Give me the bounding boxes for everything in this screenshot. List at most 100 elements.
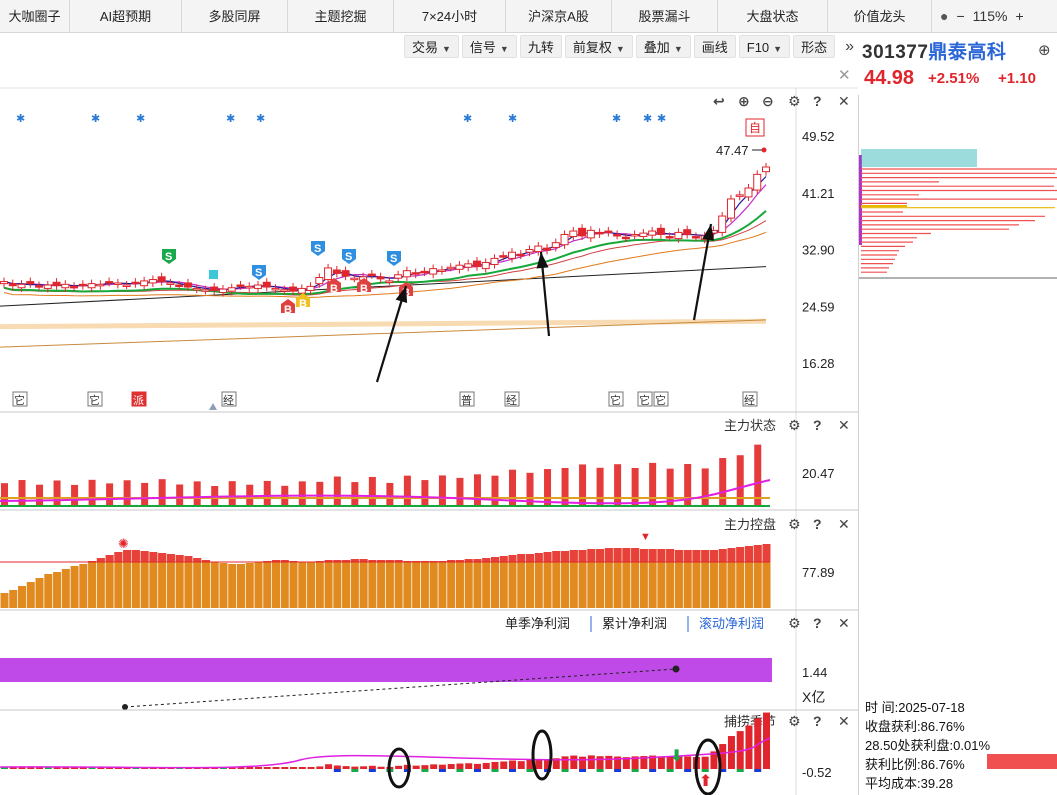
season-bar [701,756,709,769]
season-value: -0.52 [802,765,832,780]
close-icon[interactable]: ✕ [838,615,850,631]
stock-search-icon[interactable]: ⊕ [1038,42,1051,59]
toolbar-button-1[interactable]: 信号 ▼ [461,35,517,58]
zhuli-kongpan-bar [403,561,412,608]
zhuli-kongpan-bar [631,548,640,608]
zhuli-kongpan-bar [473,559,482,608]
season-bar [544,760,552,769]
season-bar [36,767,44,769]
zhuli-kongpan-bar [44,574,53,608]
nav-tab-1[interactable]: AI超预期 [70,0,182,33]
nav-tab-8[interactable]: 价值龙头 [828,0,932,33]
candle-body [490,257,499,266]
profit-tab-1[interactable]: 累计净利润 [602,616,667,631]
zhuli-status-bar [106,483,114,506]
toolbar-button-2[interactable]: 九转 [519,35,562,58]
season-bar [719,744,727,769]
season-bar-base [666,769,674,772]
toolbar-button-3[interactable]: 前复权 ▼ [564,35,633,58]
candle-body [516,253,525,257]
season-bar [342,766,350,769]
zhuli-kongpan-bar-top [131,550,140,562]
close-icon[interactable]: ✕ [838,93,850,109]
close-icon[interactable]: ✕ [838,713,850,729]
zhuli-kongpan-bar [692,550,701,608]
candle-body [411,272,420,275]
zhuli-kongpan-bar [587,549,596,608]
zhuli-kongpan-bar [438,561,447,608]
zhuli-kongpan-bar-top [455,560,464,562]
zoom-in-icon[interactable]: ⊕ [738,93,750,109]
season-bar [657,756,665,769]
gear-icon[interactable]: ⚙ [788,93,801,109]
more-icon[interactable]: » [845,37,854,55]
zhuli-kongpan-bar [534,553,543,608]
season-bar [447,764,455,769]
gear-icon[interactable]: ⚙ [788,417,801,433]
zhuli-kongpan-bar [140,551,149,608]
stock-change-percent: +2.51% [928,70,980,87]
nav-tab-4[interactable]: 7×24小时 [394,0,506,33]
close-icon[interactable]: ✕ [838,516,850,532]
help-icon[interactable]: ? [813,713,822,729]
zoom-in-button[interactable]: + [1015,8,1024,24]
toolbar-button-6[interactable]: F10 ▼ [738,35,791,58]
close-icon[interactable]: ✕ [838,67,851,84]
zhuli-kongpan-bar [0,593,9,608]
zhuli-status-bar [421,480,429,506]
toolbar-button-4[interactable]: 叠加 ▼ [635,35,691,58]
season-bar [255,767,262,769]
sell-signal-icon [311,241,325,256]
gear-icon[interactable]: ⚙ [788,615,801,631]
candle-body [613,233,622,237]
down-arrow-icon: ⬇ [670,748,683,765]
season-bar [377,766,385,769]
nav-tab-5[interactable]: 沪深京A股 [506,0,612,33]
toolbar-button-label: 信号 [469,40,496,55]
minimize-button[interactable]: − [956,8,965,24]
zhuli-kongpan-bar [596,549,605,608]
nav-tab-6[interactable]: 股票漏斗 [612,0,718,33]
toolbar-button-5[interactable]: 画线 [693,35,736,58]
zhuli-status-bar [298,481,306,506]
zhuli-kongpan-bar [394,560,403,608]
season-bar [368,765,376,769]
season-bar [666,756,674,769]
zhuli-kongpan-bar [254,562,263,608]
profit-tab-0[interactable]: 单季净利润 [505,616,570,631]
zhuli-kongpan-bar-top [648,549,657,562]
event-tag-label: 派 [133,394,144,407]
toolbar-button-0[interactable]: 交易 ▼ [403,35,459,58]
zhuli-kongpan-bar-top [526,554,535,562]
zoom-out-icon[interactable]: ⊖ [762,93,774,109]
zhuli-kongpan-bar-top [447,560,456,562]
alert-icon[interactable]: ● [940,8,949,24]
help-icon[interactable]: ? [813,93,822,109]
zhuli-kongpan-bar [639,549,648,608]
help-icon[interactable]: ? [813,516,822,532]
close-icon[interactable]: ✕ [838,417,850,433]
zhuli-kongpan-bar-top [149,552,158,562]
nav-tab-0[interactable]: 大咖圈子 [0,0,70,33]
self-mark-box [745,118,765,137]
candle-body [78,283,87,287]
zhuli-kongpan-bar-top [762,544,771,562]
gear-icon[interactable]: ⚙ [788,516,801,532]
season-bar [649,755,657,769]
toolbar-button-7[interactable]: 形态 [793,35,836,58]
kline-chart-area[interactable]: ✕ ↩ ⊕ ⊖ ⚙? ✕ 49.52 41.21 32.90 24.59 16.28 ✱ ✱ ✱ ✱ ✱ ✱ ✱ ✱… [0,60,858,795]
zhuli-kongpan-bar [123,550,132,608]
nav-tab-7[interactable]: 大盘状态 [718,0,828,33]
undo-icon[interactable]: ↩ [713,93,725,109]
zhuli-status-bar [719,458,727,506]
nav-tab-2[interactable]: 多股同屏 [182,0,288,33]
help-icon[interactable]: ? [813,417,822,433]
gear-icon[interactable]: ⚙ [788,713,801,729]
help-icon[interactable]: ? [813,615,822,631]
season-bar [325,764,333,769]
season-bar [736,731,744,769]
candle-body [175,284,184,288]
profit-tab-2[interactable]: 滚动净利润 [699,616,764,631]
green-signal-label: S [165,251,172,263]
nav-tab-3[interactable]: 主题挖掘 [288,0,394,33]
